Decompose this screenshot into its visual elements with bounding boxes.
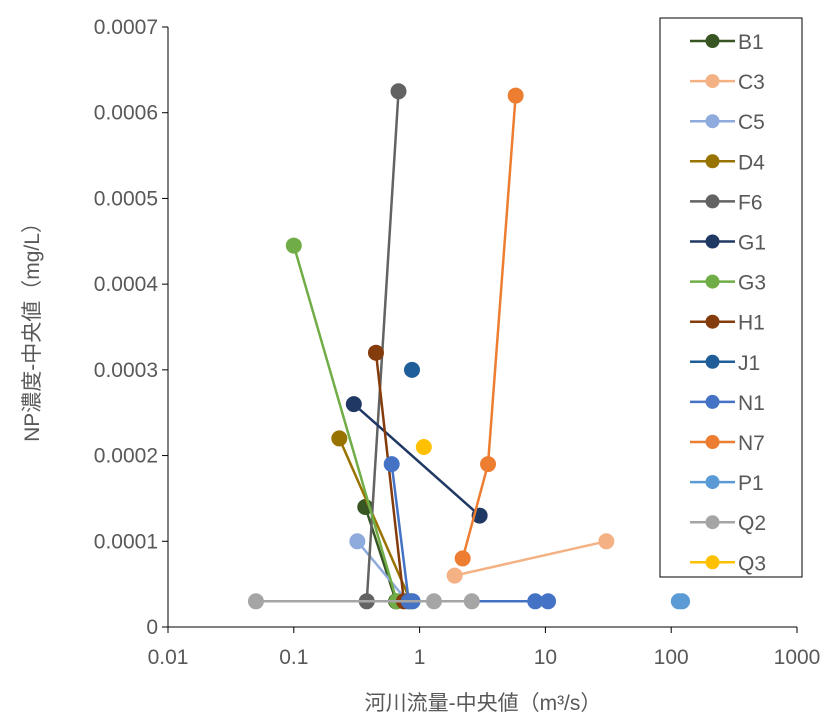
legend-label: J1	[738, 352, 760, 375]
legend-item-c5: C5	[690, 111, 765, 134]
legend-marker	[705, 114, 720, 129]
series-q3	[415, 439, 432, 455]
legend-box	[659, 17, 803, 578]
legend-marker	[705, 154, 720, 169]
series-j1	[403, 361, 420, 378]
legend-label: N1	[738, 392, 765, 415]
legend-marker	[705, 234, 720, 249]
legend-marker	[705, 194, 720, 209]
legend-label: G1	[738, 232, 766, 255]
legend-label: N7	[738, 432, 765, 455]
x-tick-label: 0.1	[279, 646, 308, 669]
y-tick-label: 0.0004	[94, 273, 159, 296]
y-tick-label: 0.0003	[94, 359, 158, 382]
legend-marker	[705, 314, 720, 329]
legend-marker	[705, 515, 720, 530]
series-line-h1	[374, 352, 406, 602]
legend-item-b1: B1	[690, 31, 764, 54]
data-point-g3	[285, 237, 302, 254]
legend-item-d4: D4	[690, 151, 765, 174]
legend-label: G3	[738, 272, 766, 295]
x-tick-label: 100	[654, 646, 689, 669]
legend-item-f6: F6	[690, 191, 763, 214]
legend-marker	[705, 34, 720, 48]
legend-marker	[705, 555, 720, 570]
data-point-n7	[507, 87, 524, 104]
series-b1	[357, 499, 405, 610]
data-point-c3	[446, 567, 463, 584]
series-line-n7	[461, 95, 517, 559]
x-axis-title: 河川流量-中央値（m³/s）	[365, 692, 602, 715]
y-axis-ticks: 0 0.0001 0.0002 0.0003 0.0004 0.0005 0.0006 0.0…	[94, 16, 168, 639]
legend-item-p1: P1	[690, 472, 764, 495]
y-axis-title: NP濃度-中央値（mg/L）	[21, 212, 44, 442]
y-tick-label: 0.0001	[94, 530, 158, 553]
y-tick-label: 0.0007	[94, 16, 158, 39]
legend-label: P1	[738, 472, 764, 495]
legend-item-q3: Q3	[690, 552, 766, 575]
x-tick-label: 1000	[774, 646, 821, 669]
legend-item-j1: J1	[690, 352, 760, 375]
series-layer	[247, 83, 691, 610]
data-point-c5	[349, 533, 366, 550]
data-point-j1	[403, 361, 420, 378]
legend-label: C3	[738, 71, 765, 94]
series-line-d4	[338, 437, 412, 602]
legend-label: H1	[738, 312, 765, 335]
series-c3	[446, 533, 615, 584]
x-tick-label: 1	[414, 646, 426, 669]
legend-marker	[705, 394, 720, 409]
y-tick-label: 0	[146, 616, 158, 639]
x-axis-ticks: 0.01 0.1 1 10 100 1000	[148, 627, 821, 669]
legend-label: Q2	[738, 512, 766, 535]
legend-marker	[705, 274, 720, 289]
legend-label: F6	[738, 191, 763, 214]
data-point-n7	[480, 456, 497, 473]
legend-item-c3: C3	[690, 71, 765, 94]
legend-item-g3: G3	[690, 272, 766, 295]
legend-marker	[705, 435, 720, 449]
data-point-n1	[540, 593, 557, 610]
series-line-c3	[454, 540, 607, 577]
legend-label: D4	[738, 151, 765, 174]
data-point-c3	[598, 533, 615, 550]
data-point-d4	[331, 430, 348, 447]
legend-items: B1 C3 C5 D4 F6 G1 G3 H1 J1 N1 N7 P1 Q2 Q3	[690, 31, 766, 575]
data-point-q2	[463, 593, 480, 610]
data-point-n1	[383, 456, 400, 473]
series-line-g1	[352, 403, 481, 517]
data-point-q3	[415, 439, 432, 455]
legend: B1 C3 C5 D4 F6 G1 G3 H1 J1 N1 N7 P1 Q2 Q3	[659, 17, 803, 578]
data-point-q2	[425, 593, 442, 610]
series-q2	[247, 593, 480, 610]
series-line-g3	[292, 245, 399, 602]
legend-item-n1: N1	[690, 392, 765, 415]
legend-label: C5	[738, 111, 765, 134]
data-point-g1	[345, 396, 362, 413]
legend-marker	[705, 475, 720, 490]
legend-item-g1: G1	[690, 232, 766, 255]
data-point-p1	[674, 593, 691, 610]
data-point-n7	[454, 550, 471, 567]
legend-item-q2: Q2	[690, 512, 766, 535]
y-tick-label: 0.0005	[94, 187, 158, 210]
x-tick-label: 0.01	[148, 646, 189, 669]
data-point-f6	[390, 83, 407, 100]
series-line-c5	[356, 540, 409, 603]
data-point-h1	[367, 344, 384, 361]
y-tick-label: 0.0002	[94, 445, 158, 468]
data-point-q2	[247, 593, 264, 610]
series-n7	[454, 87, 524, 567]
legend-item-h1: H1	[690, 312, 765, 335]
legend-label: B1	[738, 31, 764, 54]
legend-item-n7: N7	[690, 432, 765, 455]
y-tick-label: 0.0006	[94, 102, 158, 125]
legend-marker	[705, 74, 720, 89]
axes-layer: 0.01 0.1 1 10 100 1000 0 0.0001 0.0002 0.0003 0.0…	[94, 16, 821, 669]
legend-label: Q3	[738, 552, 766, 575]
legend-marker	[705, 354, 720, 369]
series-p1	[670, 593, 691, 610]
x-tick-label: 10	[534, 646, 557, 669]
